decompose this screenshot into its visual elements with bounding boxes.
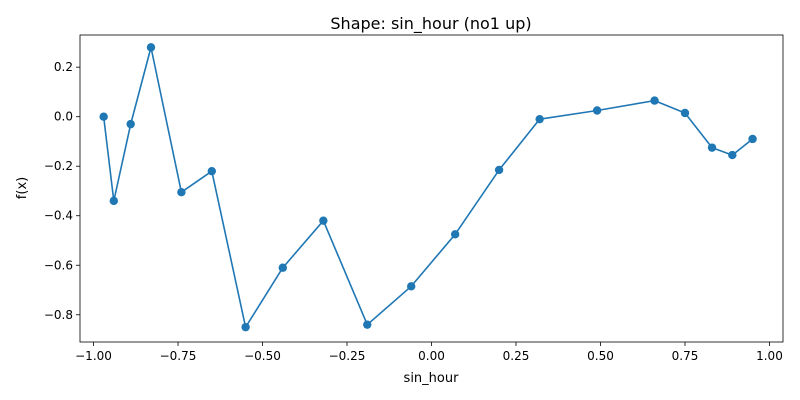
series-line [102, 46, 754, 328]
data-point [146, 43, 156, 52]
y-tick-label: 0.2 [54, 60, 73, 74]
y-tick-label: −0.2 [44, 159, 73, 173]
x-tick-label: 0.75 [672, 349, 699, 363]
data-point [109, 196, 118, 206]
data-point [748, 134, 757, 144]
series-layer [99, 43, 757, 332]
x-tick-label: 1.00 [756, 349, 783, 363]
data-point [728, 150, 737, 160]
x-axis: −1.00 −0.75 −0.50 −0.25 0.00 0.25 0.50 0.75 1.00 [75, 342, 783, 363]
y-tick-label: −0.8 [44, 308, 73, 322]
data-point [407, 282, 416, 291]
y-tick-label: 0.0 [54, 110, 73, 124]
data-point [363, 320, 372, 329]
chart-title: Shape: sin_hour (no1 up) [330, 14, 531, 34]
x-tick-label: −0.50 [244, 349, 281, 363]
y-tick-label: −0.6 [44, 258, 73, 272]
data-point [535, 114, 544, 124]
x-tick-label: −0.25 [329, 349, 366, 363]
x-tick-label: 0.00 [418, 349, 445, 363]
x-tick-label: −0.75 [160, 349, 197, 363]
data-point [241, 322, 250, 332]
data-point [680, 108, 690, 118]
y-tick-label: −0.4 [44, 209, 73, 223]
data-point [177, 188, 186, 197]
data-point [450, 230, 460, 239]
data-point [494, 165, 504, 175]
data-point [207, 166, 217, 176]
plot-area [80, 35, 783, 342]
data-point [126, 119, 135, 129]
x-tick-label: −1.00 [75, 349, 112, 363]
y-axis-label: f(x) [15, 177, 30, 199]
data-point [99, 112, 108, 121]
data-point [319, 216, 328, 225]
data-point [278, 263, 287, 272]
x-axis-label: sin_hour [404, 371, 460, 386]
data-point [707, 143, 717, 152]
y-axis: −0.8 −0.6 −0.4 −0.2 0.0 0.2 [44, 60, 80, 322]
x-tick-label: 0.25 [503, 349, 530, 363]
data-point [650, 96, 659, 105]
data-point [592, 106, 602, 115]
x-tick-label: 0.50 [587, 349, 614, 363]
